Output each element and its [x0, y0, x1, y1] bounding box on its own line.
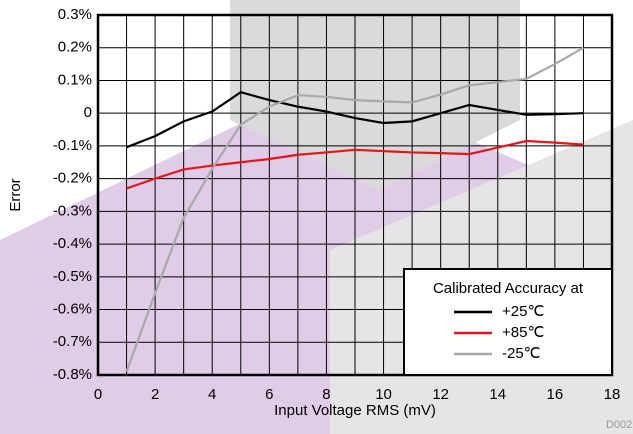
x-tick-label: 6 — [265, 386, 273, 403]
x-tick-label: 0 — [94, 386, 102, 403]
y-tick-label: -0.8% — [53, 366, 92, 383]
legend-box — [403, 268, 613, 376]
series-line — [125, 46, 584, 373]
y-tick-label: -0.3% — [53, 202, 92, 219]
y-tick-label: -0.1% — [53, 137, 92, 154]
y-tick-label: -0.6% — [53, 301, 92, 318]
x-tick-label: 14 — [489, 386, 506, 403]
y-tick-label: 0.2% — [58, 39, 92, 56]
y-tick-label: 0.1% — [58, 71, 92, 88]
x-tick-label: 8 — [322, 386, 330, 403]
y-axis-label: Error — [7, 178, 24, 211]
legend-label: +25℃ — [502, 303, 544, 320]
x-tick-label: 2 — [151, 386, 159, 403]
y-tick-label: 0 — [84, 104, 92, 121]
y-tick-label: -0.2% — [53, 170, 92, 187]
x-tick-label: 16 — [547, 386, 564, 403]
x-tick-label: 10 — [375, 386, 392, 403]
legend: Calibrated Accuracy at +25℃ +85℃ -25℃ — [403, 268, 613, 376]
x-tick-label: 12 — [432, 386, 449, 403]
series-line — [126, 91, 584, 149]
x-tick-label: 4 — [208, 386, 216, 403]
x-axis-label: Input Voltage RMS (mV) — [274, 402, 436, 419]
legend-label: -25℃ — [502, 345, 541, 362]
y-tick-label: -0.7% — [53, 333, 92, 350]
y-tick-label: 0.3% — [58, 6, 92, 23]
y-tick-label: -0.4% — [53, 235, 92, 252]
series-line — [126, 139, 584, 190]
figure-id: D002 — [606, 419, 632, 431]
legend-title: Calibrated Accuracy at — [433, 280, 584, 297]
plot-border — [96, 13, 614, 377]
y-tick-label: -0.5% — [53, 268, 92, 285]
x-tick-label: 18 — [604, 386, 621, 403]
legend-label: +85℃ — [502, 324, 544, 341]
